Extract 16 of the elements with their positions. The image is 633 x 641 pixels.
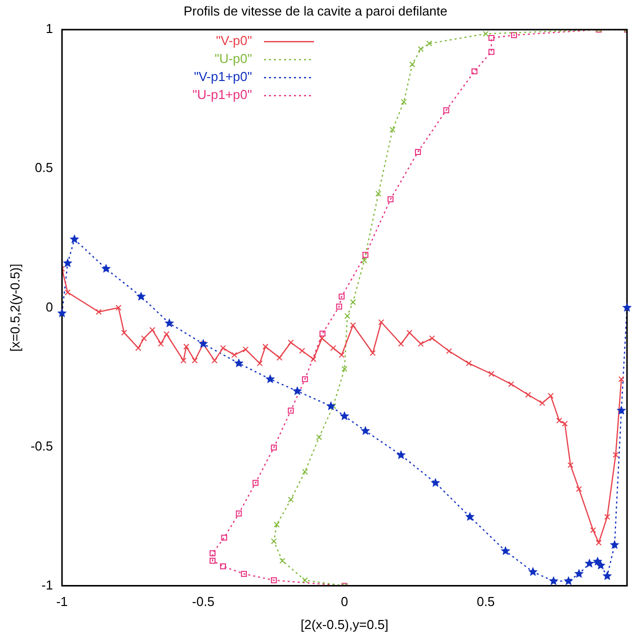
x-tick-label: -1 xyxy=(56,594,68,610)
legend-label: "U-p1+p0" xyxy=(192,87,252,102)
y-tick-label: 1 xyxy=(46,21,53,36)
x-tick-label: -0.5 xyxy=(192,594,214,610)
legend-label: "V-p1+p0" xyxy=(194,69,252,84)
y-tick-label: 0 xyxy=(46,299,53,314)
chart-title: Profils de vitesse de la cavite a paroi defilante xyxy=(184,3,448,18)
y-axis-title: [x=0.5,2(y-0.5)] xyxy=(7,264,22,352)
y-tick-label: 0.5 xyxy=(34,160,53,176)
x-axis-title: [2(x-0.5),y=0.5] xyxy=(300,616,388,632)
y-tick-label: -0.5 xyxy=(30,438,53,454)
legend-label: "U-p0" xyxy=(214,51,252,66)
x-tick-label: 0.5 xyxy=(476,594,495,610)
x-tick-label: 0 xyxy=(340,594,348,610)
y-tick-label: -1 xyxy=(41,577,53,592)
legend-label: "V-p0" xyxy=(216,33,252,48)
